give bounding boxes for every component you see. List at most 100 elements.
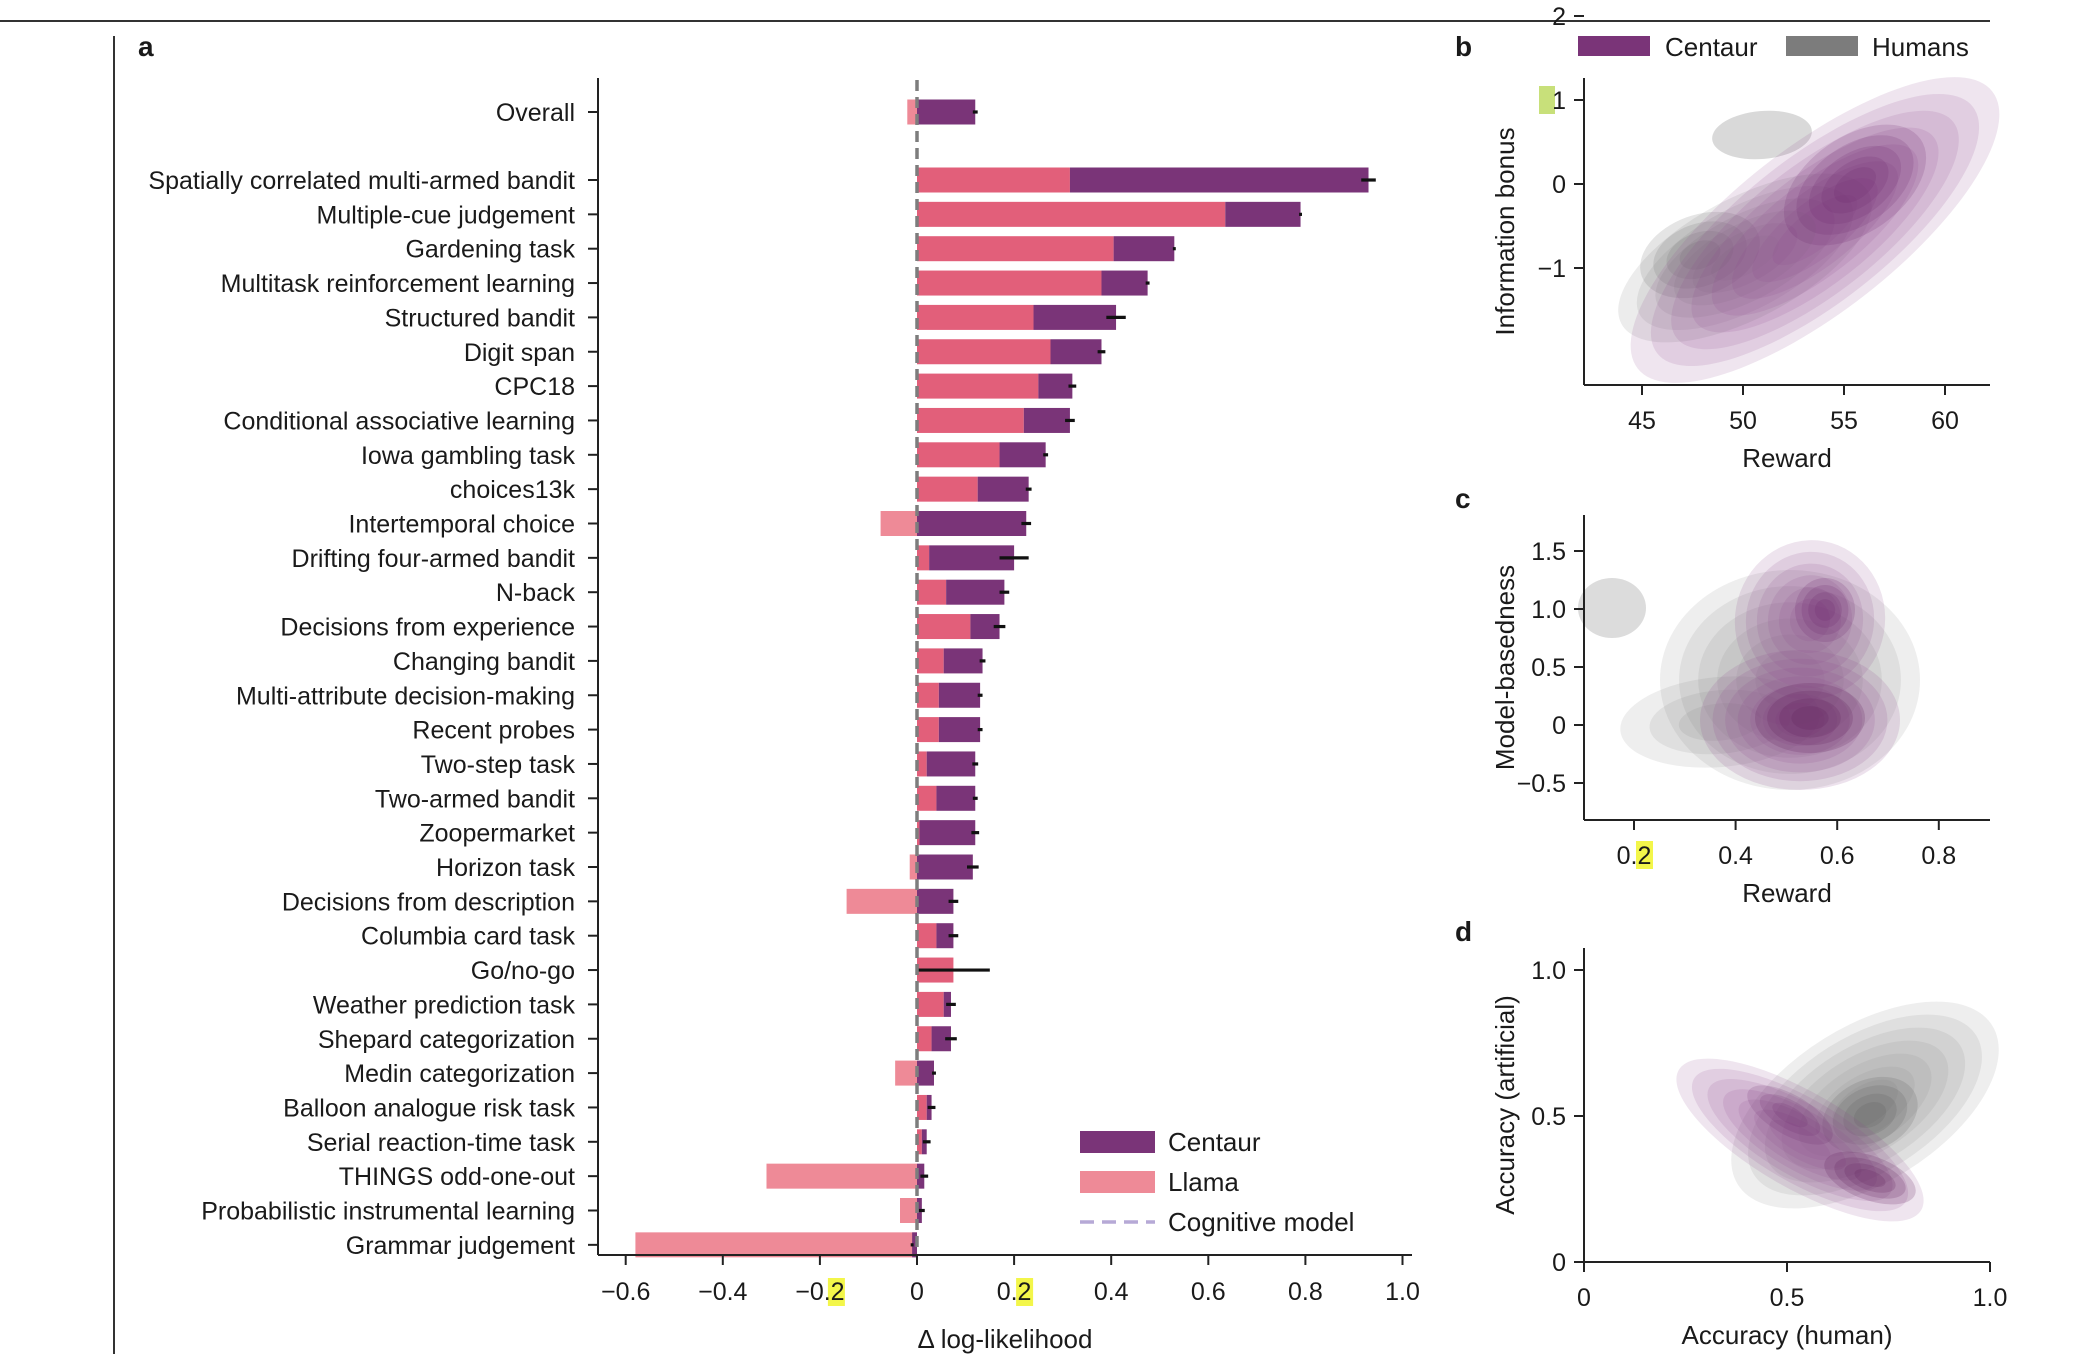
x-tick-label: 0.4 [1718,842,1753,870]
x-tick-label: −0.4 [698,1278,747,1306]
centaur-bar [1069,167,1369,193]
centaur-contour [1767,575,1853,665]
task-label: Structured bandit [385,304,575,332]
centaur-contour [1630,77,2000,383]
density-contours [1578,540,1920,790]
centaur-contour [1691,127,1939,333]
centaur-contour [1796,135,1914,235]
task-label: Digit span [464,339,575,367]
humans-contour [1822,1076,1918,1154]
centaur-contour [1821,156,1889,214]
humans-contour [1781,1040,1949,1170]
llama-bar [917,991,944,1017]
centaur-contour [1756,563,1864,677]
centaur-contour [1789,598,1831,642]
centaur-contour [1755,683,1865,753]
legend-label: Humans [1872,32,1969,62]
llama-bar [917,923,937,949]
humans-contour [1711,235,1779,281]
axes-group: −0.6 −0.4 −0.2 0 0.2 0.4 0.6 0.8 1.0 Δ log-likeli… [588,78,1420,1354]
panel-b-density-plot: 45 50 55 60 2 1 0 −1 Reward Information bonus Cent… [1490,3,2000,473]
y-tick-label: 0 [1552,171,1566,199]
task-label: Iowa gambling task [361,442,576,470]
centaur-contour [1676,1058,1924,1222]
llama-bar [917,545,930,571]
centaur-bar [999,442,1046,468]
legend-swatch-llama [1080,1171,1155,1193]
task-label: Grammar judgement [346,1232,575,1260]
task-label: Serial reaction-time task [307,1129,576,1157]
task-label: Medin categorization [344,1060,575,1088]
panel-c-letter: c [1455,483,1471,514]
llama-bar [846,888,917,914]
llama-bar [917,1094,927,1120]
task-label: Conditional associative learning [223,407,575,435]
task-label: Columbia card task [361,923,575,951]
llama-bar [917,1129,922,1155]
centaur-contour [1732,161,1898,299]
humans-contour [1853,1102,1887,1128]
humans-contour [1655,198,1835,318]
centaur-contour [1854,1169,1886,1187]
x-axis-title: Accuracy (human) [1682,1320,1893,1350]
humans-contour [1698,602,1882,758]
llama-bar [880,511,917,536]
centaur-bar [946,579,1005,605]
llama-bar [917,751,927,777]
centaur-bar [919,820,976,846]
centaur-bar [943,648,983,674]
centaur-contour [1844,1163,1896,1193]
centaur-bar [917,511,1027,536]
task-label: Probabilistic instrumental learning [201,1198,575,1226]
tick-highlight [1636,841,1653,869]
humans-contour [1748,1014,1982,1196]
llama-bar [917,682,939,708]
llama-bar [917,648,944,674]
task-label: N-back [496,579,576,607]
centaur-contour [1750,685,1850,755]
x-tick-label: 55 [1830,407,1858,435]
centaur-bar [936,785,976,811]
task-label: Recent probes [412,717,575,745]
centaur-contour [1671,110,1959,350]
y-tick-label: 0.5 [1531,654,1566,682]
centaur-bar [917,854,973,880]
x-tick-label: 0.2 [1617,842,1652,870]
centaur-contour [1737,676,1863,764]
x-tick-label: 60 [1931,407,1959,435]
humans-contour [1649,689,1791,755]
task-label: Intertemporal choice [348,511,575,539]
llama-bar [917,167,1070,193]
centaur-contour [1691,1068,1909,1212]
humans-contour [1712,110,1812,160]
density-contours [1676,1001,1999,1222]
centaur-contour [1795,578,1855,642]
humans-contour [1674,210,1816,306]
humans-contour [1618,173,1872,343]
x-tick-label: 0.6 [1820,842,1855,870]
task-label: Go/no-go [471,957,575,985]
humans-contour [1717,618,1863,742]
centaur-bar [977,476,1029,502]
centaur-contour [1759,1094,1821,1136]
humans-contour [1660,570,1920,790]
panel-c-density-plot: 0.2 0.4 0.6 0.8 1.5 1.0 0.5 0 −0.5 Reward Model-ba… [1490,515,1990,908]
llama-bar [917,1026,932,1052]
x-tick-label: 0.6 [1191,1278,1226,1306]
panel-d-density-plot: 0 0.5 1.0 1.0 0.5 0 Accuracy (human) Accuracy (… [1490,948,2008,1350]
humans-contour [1679,586,1901,774]
task-label: Zoopermarket [419,820,575,848]
y-axis-title: Model-basedness [1490,565,1520,770]
centaur-contour [1783,124,1927,246]
humans-contour [1666,230,1734,280]
task-label: Two-step task [421,751,576,779]
llama-bar [917,579,947,605]
x-tick-label: 1.0 [1973,1284,2008,1312]
llama-bar [900,1198,917,1223]
task-label: choices13k [450,476,576,504]
task-label: Two-armed bandit [375,785,575,813]
task-label: Gardening task [405,236,575,264]
legend-label: Centaur [1665,32,1758,62]
centaur-contour [1779,698,1841,738]
panel-a-letter: a [138,31,154,62]
